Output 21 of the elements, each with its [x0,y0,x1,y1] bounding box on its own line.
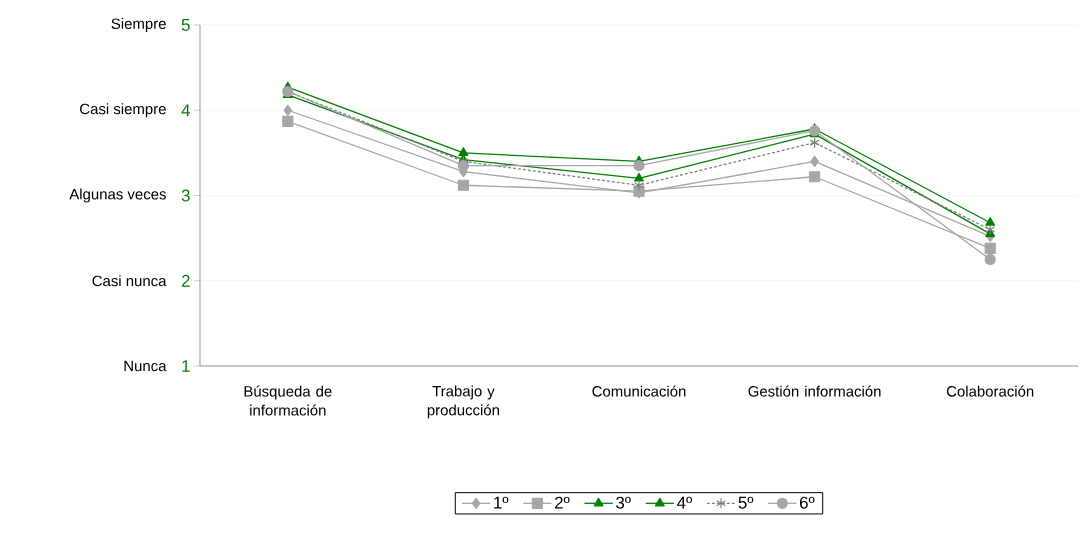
text: Nunca [124,360,167,372]
text: Casi siempre [80,103,166,118]
y-tick-label: 4 [181,104,190,117]
legend-label: 2º [555,496,570,509]
text: Casi nunca [92,275,167,287]
legend-label: 6º [799,496,815,509]
y-tick-label: 3 [181,189,190,202]
text: Algunas veces [69,188,166,203]
x-tick-label: Búsqueda de información [244,385,332,416]
y-tick-label: 5 [181,19,190,31]
y-tick-label: 2 [181,274,190,287]
text: Siempre [111,18,166,32]
legend-label: 4º [677,496,693,509]
legend-label: 5º [738,496,754,509]
x-tick-label: Colaboración [946,385,1034,397]
x-tick-label: Comunicación [592,385,686,397]
x-tick-label: Gestión información [748,385,881,397]
legend-label: 3º [616,496,631,509]
y-tick-label: 1 [182,360,190,372]
legend-label: 1º [494,496,509,509]
x-tick-label: Trabajo y producción [427,385,499,419]
